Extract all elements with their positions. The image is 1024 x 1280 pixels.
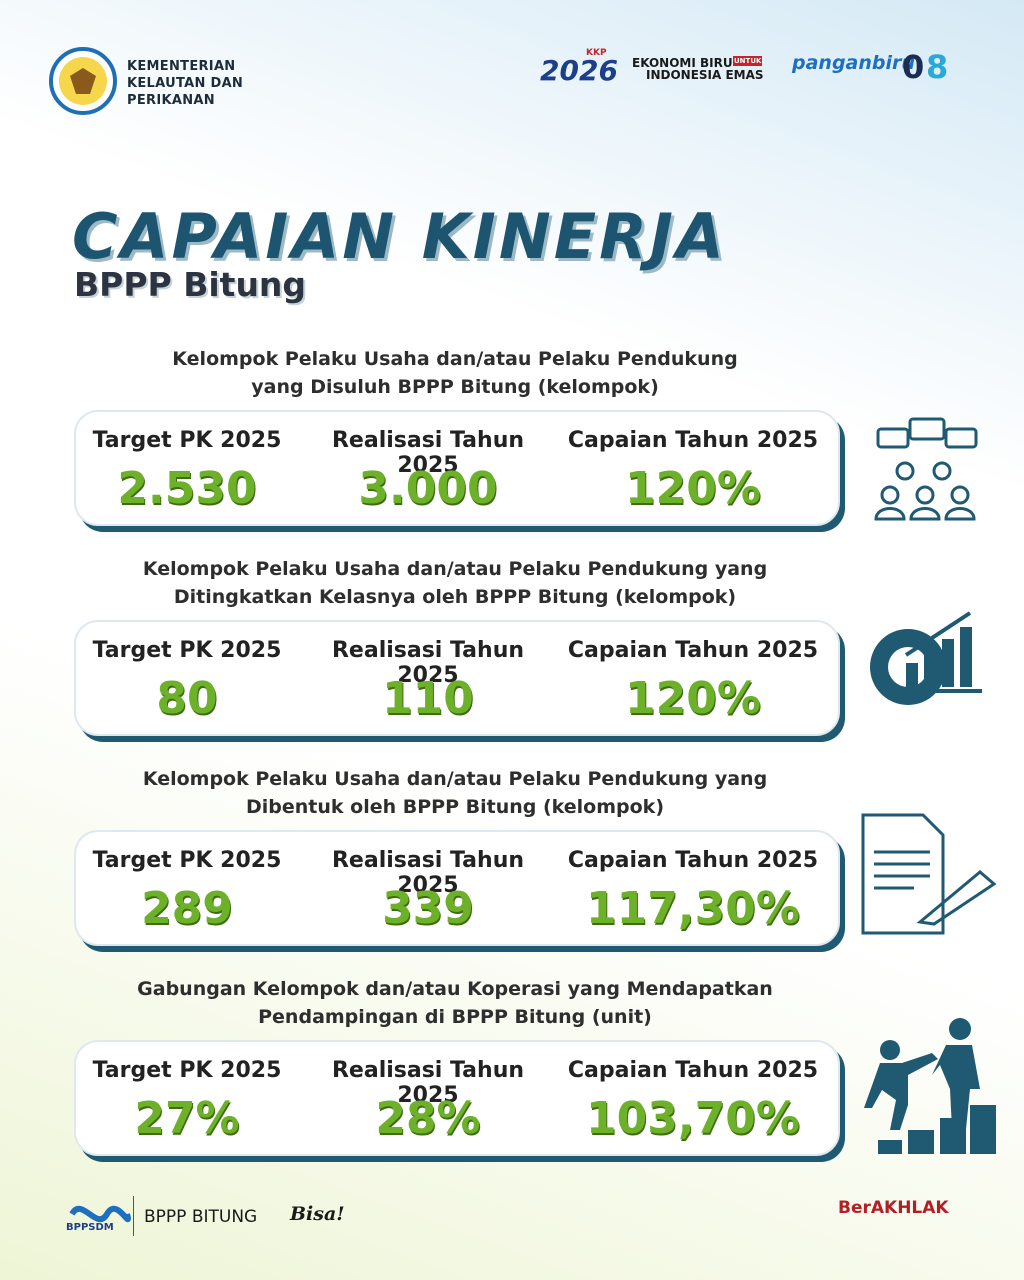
ekonomi-biru: EKONOMI BIRU xyxy=(632,56,733,70)
stat-label: Realisasi Tahun 2025 xyxy=(331,848,525,898)
stat-value: 80 xyxy=(156,673,218,724)
stat-card xyxy=(74,830,840,946)
stat-label: Target PK 2025 xyxy=(92,848,282,873)
section-heading: Dibentuk oleh BPPP Bitung (kelompok) xyxy=(246,796,664,818)
growth-logo: 0 xyxy=(902,48,925,86)
section-heading: Kelompok Pelaku Usaha dan/atau Pelaku Pe… xyxy=(172,348,738,370)
bppsdm-name: BPPSDM xyxy=(66,1222,114,1233)
stat-value: 103,70% xyxy=(586,1093,800,1144)
section-heading: Kelompok Pelaku Usaha dan/atau Pelaku Pe… xyxy=(142,768,768,790)
stat-value: 120% xyxy=(625,673,761,724)
stat-value: 2.530 xyxy=(117,463,257,514)
stat-value: 339 xyxy=(382,883,474,934)
title: CAPAIAN KINERJA xyxy=(72,200,727,273)
stat-value: 289 xyxy=(141,883,233,934)
ekonomi-biru: UNTUK xyxy=(733,56,763,66)
stat-label: Realisasi Tahun 2025 xyxy=(331,638,525,688)
divider xyxy=(133,1196,134,1236)
ministry-line: PERIKANAN xyxy=(127,93,215,108)
stat-card xyxy=(74,410,840,526)
berakhlak-logo: BerAKHLAK xyxy=(838,1198,949,1218)
stat-label: Capaian Tahun 2025 xyxy=(567,1058,819,1083)
document-icon xyxy=(861,813,997,935)
ministry-logo xyxy=(49,47,117,115)
section-heading: Gabungan Kelompok dan/atau Koperasi yang… xyxy=(137,978,773,1000)
stat-label: Realisasi Tahun 2025 xyxy=(331,1058,525,1108)
stat-label: Target PK 2025 xyxy=(92,428,282,453)
stat-label: Capaian Tahun 2025 xyxy=(567,638,819,663)
stat-label: Target PK 2025 xyxy=(92,1058,282,1083)
section-heading: Kelompok Pelaku Usaha dan/atau Pelaku Pe… xyxy=(142,558,768,580)
section-heading: Ditingkatkan Kelasnya oleh BPPP Bitung (… xyxy=(173,586,737,608)
stat-label: Capaian Tahun 2025 xyxy=(567,848,819,873)
growth-logo: 8 xyxy=(926,48,949,86)
stat-value: 27% xyxy=(134,1093,240,1144)
ministry-name: KEMENTERIAN KELAUTAN DAN PERIKANAN xyxy=(127,58,243,109)
stat-card xyxy=(74,1040,840,1156)
stat-value: 3.000 xyxy=(358,463,498,514)
climb-icon xyxy=(864,1018,996,1154)
stat-value: 117,30% xyxy=(586,883,800,934)
tagline-script: Bisa! xyxy=(290,1203,345,1225)
bppsdm-logo xyxy=(69,1205,131,1223)
pangan-biru: panganbiru xyxy=(792,52,915,74)
stat-label: Realisasi Tahun 2025 xyxy=(331,428,525,478)
stat-value: 28% xyxy=(375,1093,481,1144)
stat-label: Target PK 2025 xyxy=(92,638,282,663)
ekonomi-biru: INDONESIA EMAS xyxy=(646,68,764,82)
tagline: BPPP BITUNG xyxy=(144,1207,258,1227)
stat-card xyxy=(74,620,840,736)
section-heading: Pendampingan di BPPP Bitung (unit) xyxy=(258,1006,652,1028)
kkp-year: 2026 xyxy=(540,54,618,87)
kkp-logo: KKP xyxy=(586,48,607,58)
people-icon xyxy=(874,417,978,521)
stat-value: 110 xyxy=(382,673,474,724)
stat-label: Capaian Tahun 2025 xyxy=(567,428,819,453)
ministry-line: KEMENTERIAN xyxy=(127,59,236,74)
section-heading: yang Disuluh BPPP Bitung (kelompok) xyxy=(251,376,659,398)
stat-value: 120% xyxy=(625,463,761,514)
subtitle: BPPP Bitung xyxy=(74,265,307,304)
growth-icon xyxy=(870,611,982,705)
ministry-line: KELAUTAN DAN xyxy=(127,76,244,91)
